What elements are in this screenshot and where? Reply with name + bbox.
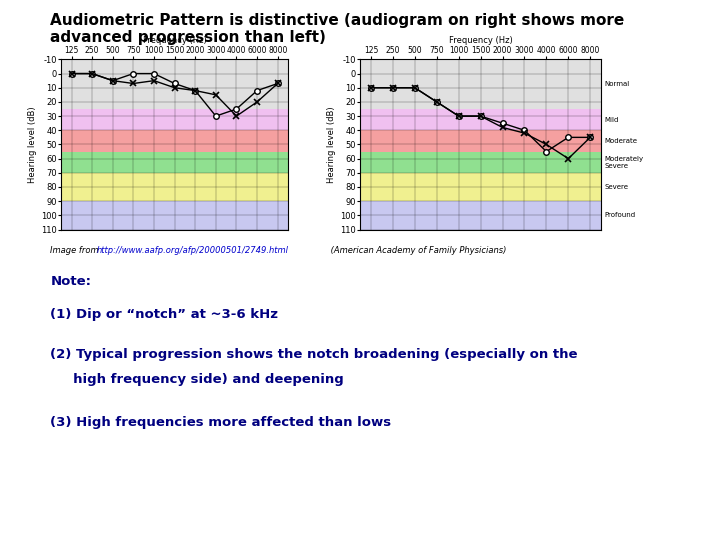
Text: (1) Dip or “notch” at ~3-6 kHz: (1) Dip or “notch” at ~3-6 kHz: [50, 308, 279, 321]
Bar: [61, 109, 288, 130]
Text: advanced progression than left): advanced progression than left): [50, 30, 326, 45]
Text: Mild: Mild: [605, 117, 619, 123]
Bar: [61, 173, 288, 201]
Text: Image from: Image from: [50, 246, 104, 255]
Text: Audiometric Pattern is distinctive (audiogram on right shows more: Audiometric Pattern is distinctive (audi…: [50, 14, 625, 29]
Text: Moderate: Moderate: [605, 138, 637, 144]
Text: Severe: Severe: [605, 184, 629, 190]
Bar: [360, 173, 601, 201]
Bar: [61, 201, 288, 229]
X-axis label: Frequency (Hz): Frequency (Hz): [449, 37, 513, 45]
Text: Profound: Profound: [605, 212, 636, 218]
Bar: [61, 59, 288, 109]
Y-axis label: Hearing level (dB): Hearing level (dB): [327, 106, 336, 183]
Bar: [61, 152, 288, 173]
Text: Note:: Note:: [50, 275, 91, 288]
Text: http://www.aafp.org/afp/20000501/2749.html: http://www.aafp.org/afp/20000501/2749.ht…: [97, 246, 289, 255]
Bar: [360, 59, 601, 109]
Text: (3) High frequencies more affected than lows: (3) High frequencies more affected than …: [50, 416, 392, 429]
Text: (American Academy of Family Physicians): (American Academy of Family Physicians): [328, 246, 506, 255]
Text: (2) Typical progression shows the notch broadening (especially on the: (2) Typical progression shows the notch …: [50, 348, 578, 361]
X-axis label: Frequency (Hz): Frequency (Hz): [143, 37, 207, 45]
Bar: [61, 130, 288, 152]
Text: high frequency side) and deepening: high frequency side) and deepening: [50, 373, 344, 386]
Text: Normal: Normal: [605, 81, 630, 87]
Bar: [360, 201, 601, 229]
Text: Moderately
Severe: Moderately Severe: [605, 156, 644, 168]
Bar: [360, 130, 601, 152]
Bar: [360, 109, 601, 130]
Y-axis label: Hearing level (dB): Hearing level (dB): [28, 106, 37, 183]
Bar: [360, 152, 601, 173]
